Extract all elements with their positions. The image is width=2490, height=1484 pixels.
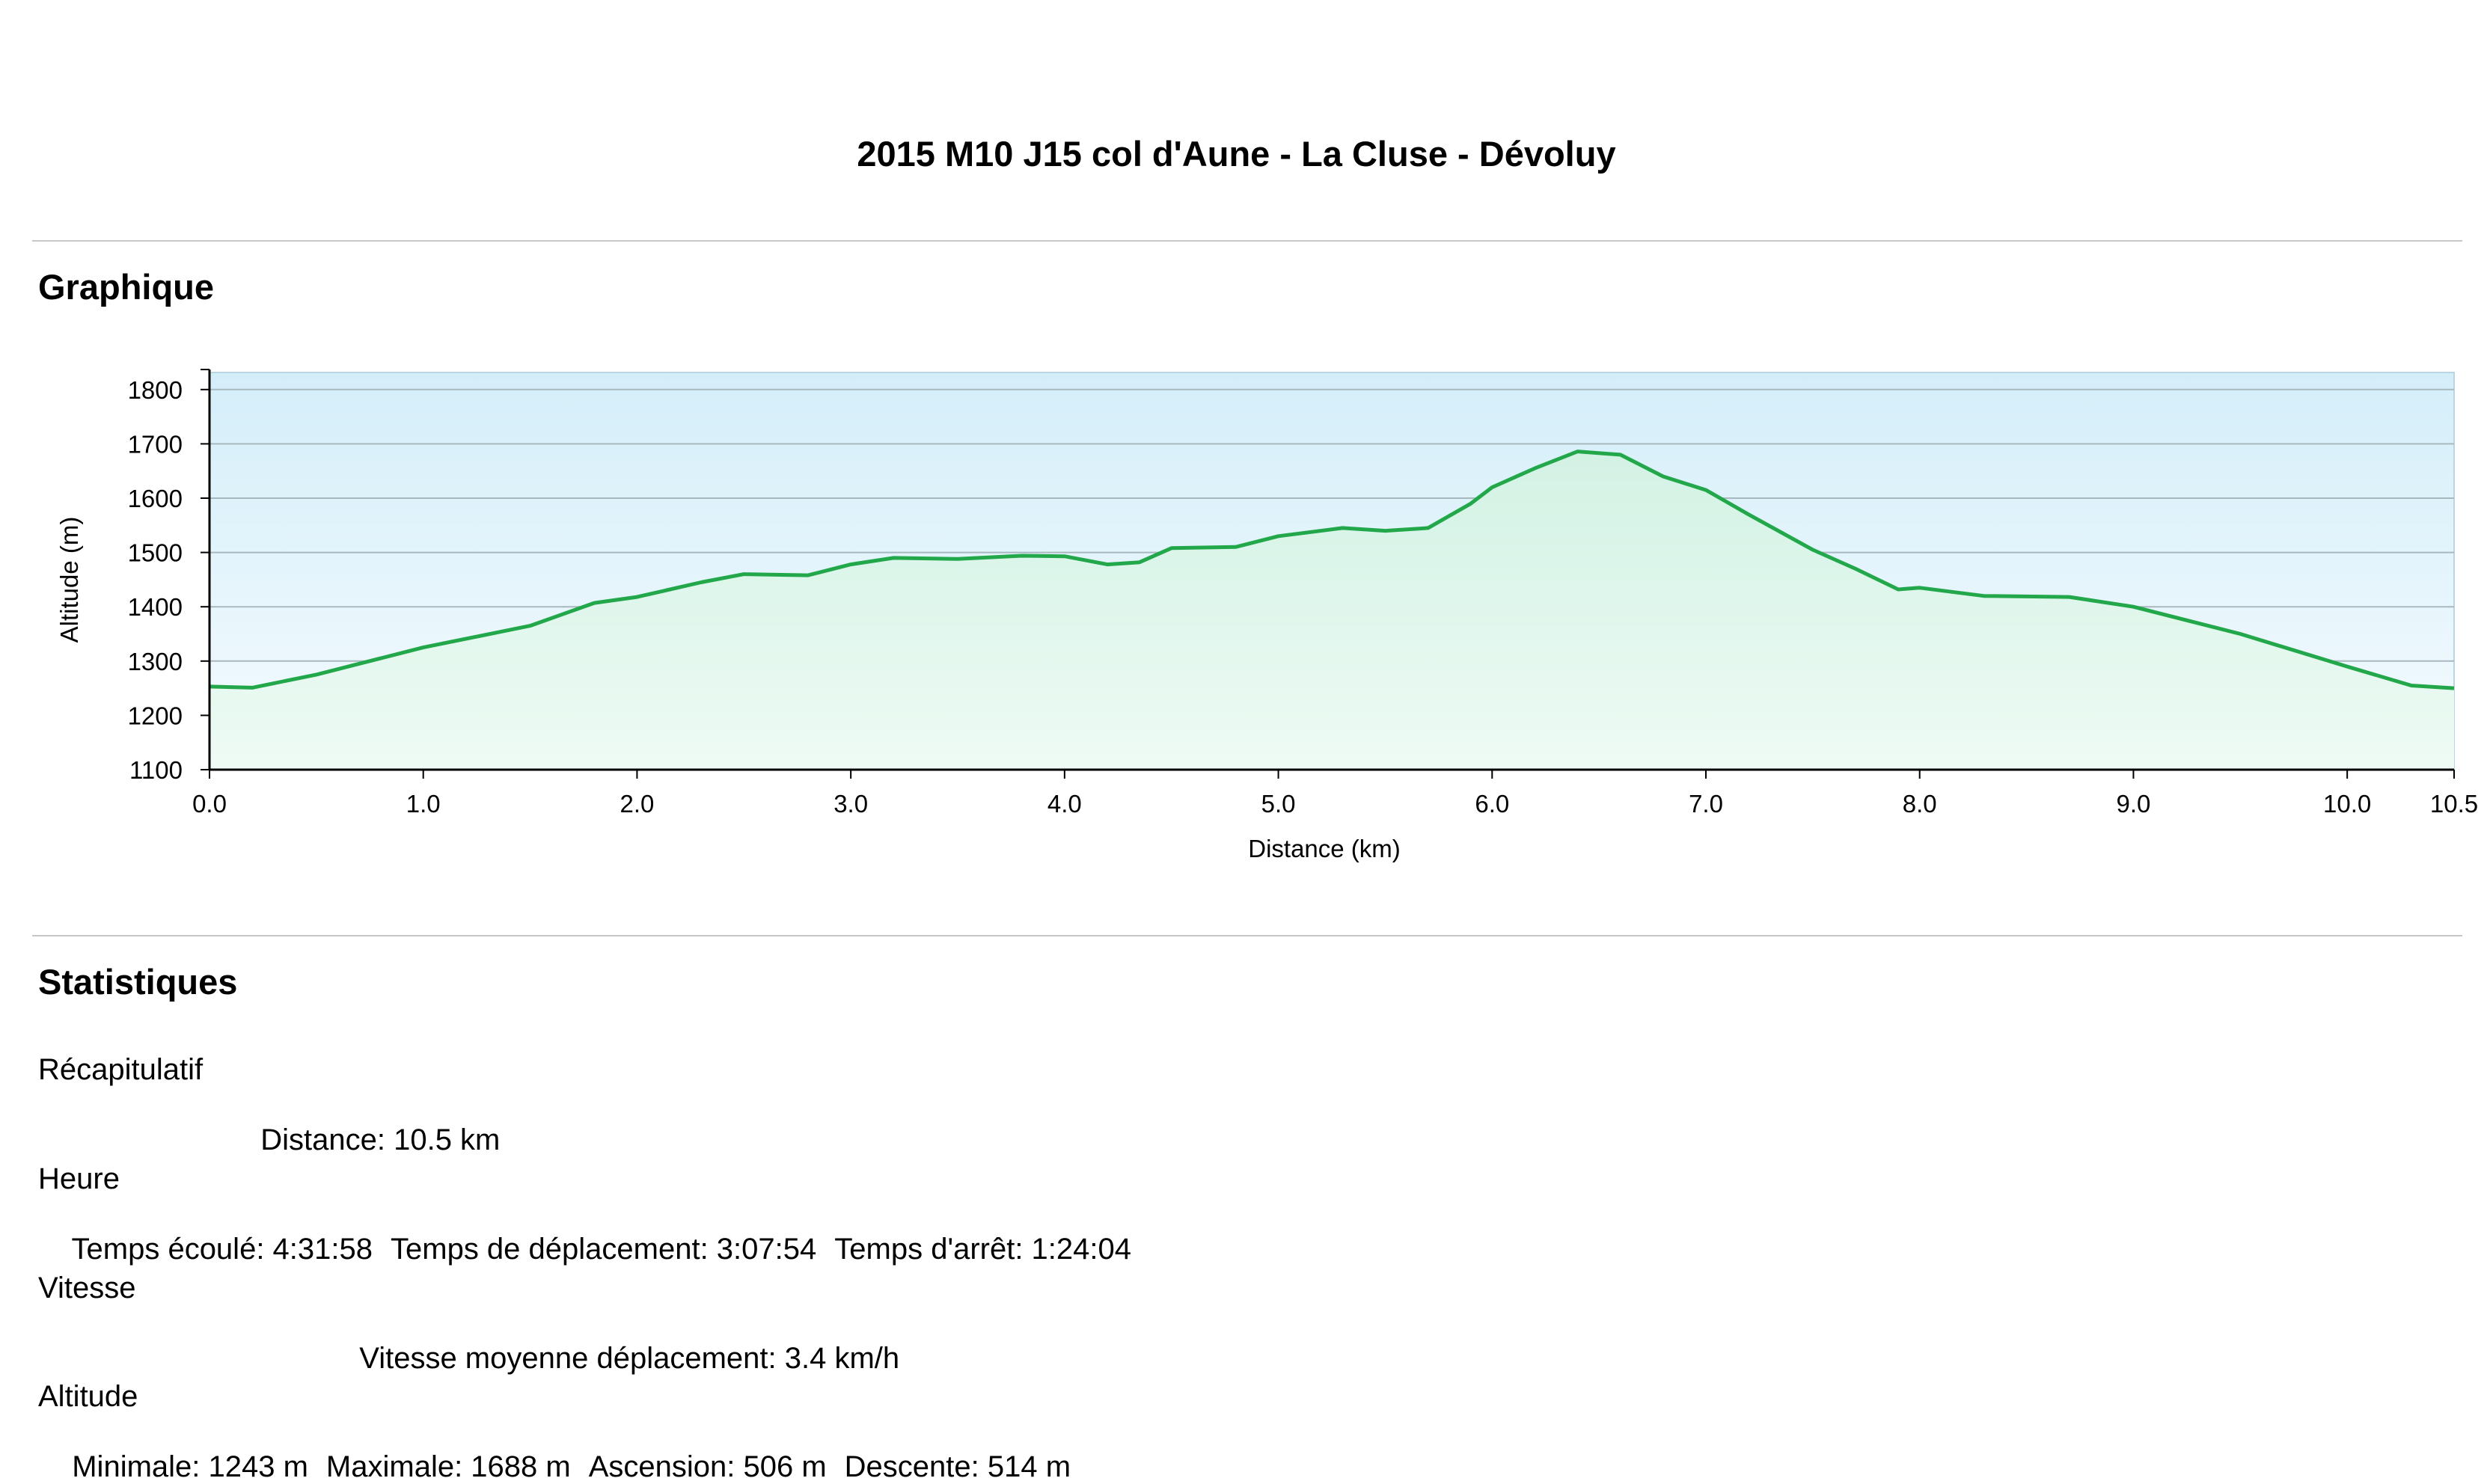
x-tick-label: 8.0 [1903,790,1937,818]
x-tick-label: 0.0 [192,790,227,818]
ascent-stat: Ascension: 506 m [588,1450,827,1483]
y-tick-label: 1600 [128,485,183,512]
altitude-line [209,450,2455,690]
distance-stat: Distance: 10.5 km [260,1123,501,1156]
time-line: Temps écoulé: 4:31:58 Temps de déplacemen… [55,1199,1149,1266]
min-altitude-stat: Minimale: 1243 m [72,1450,308,1483]
y-tick-label: 1400 [128,593,183,621]
max-altitude-stat: Maximale: 1688 m [325,1450,571,1483]
x-tick-label: 6.0 [1475,790,1509,818]
divider-top [32,240,2462,242]
x-tick-label: 10.0 [2323,790,2371,818]
altitude-profile-chart: 1100 1200 1300 1400 1500 1600 1700 1800 0.0 1.0 2… [55,369,2478,862]
y-tick-label: 1700 [128,430,183,458]
x-tick-label: 5.0 [1261,790,1296,818]
x-tick-label: 1.0 [406,790,441,818]
x-tick-label: 4.0 [1047,790,1082,818]
altitude-area [209,451,2454,770]
y-tick-labels: 1100 1200 1300 1400 1500 1600 1700 1800 [128,376,209,784]
altitude-label: Altitude [38,1380,138,1413]
moving-speed-stat: Vitesse moyenne déplacement: 3.4 km/h [359,1342,900,1375]
y-tick-label: 1300 [128,648,183,675]
descent-stat: Descente: 514 m [844,1450,1071,1483]
recap-line: Distance: 10.5 km [244,1090,518,1157]
y-axis-label: Altitude (m) [55,517,83,643]
recap-label: Récapitulatif [38,1053,204,1086]
y-tick-label: 1800 [128,376,183,404]
graph-section-title: Graphique [38,267,215,307]
moving-time-stat: Temps de déplacement: 3:07:54 [391,1233,817,1266]
stats-section-title: Statistiques [38,962,238,1002]
stopped-time-stat: Temps d'arrêt: 1:24:04 [834,1233,1132,1266]
y-tick-label: 1500 [128,539,183,567]
speed-label: Vitesse [38,1272,136,1304]
y-tick-label: 1100 [129,756,183,784]
x-tick-labels: 0.0 1.0 2.0 3.0 4.0 5.0 6.0 7.0 8.0 9.0 10.0 10.5 [192,770,2478,818]
x-tick-label: 3.0 [833,790,868,818]
x-tick-label: 2.0 [620,790,654,818]
altitude-line-stats: Minimale: 1243 m Maximale: 1688 m Ascensio… [55,1417,1089,1484]
axes [201,369,2454,771]
time-label: Heure [38,1162,120,1195]
page-title: 2015 M10 J15 col d'Aune - La Cluse - Dév… [857,134,1616,174]
y-tick-label: 1200 [128,702,183,729]
x-axis-label: Distance (km) [1248,835,1401,862]
divider-middle [32,935,2462,936]
elapsed-time-stat: Temps écoulé: 4:31:58 [71,1233,373,1266]
x-tick-label: 9.0 [2116,790,2150,818]
x-tick-label: 10.5 [2430,790,2478,818]
speed-line: Vitesse moyenne déplacement: 3.4 km/h [343,1308,917,1376]
x-tick-label: 7.0 [1689,790,1723,818]
